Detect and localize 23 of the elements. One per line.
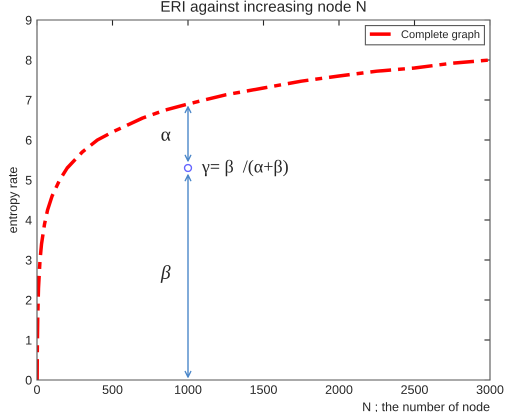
y-tick-label: 0 xyxy=(26,376,32,385)
annotation: β xyxy=(160,265,171,283)
x-tick-label: 3000 xyxy=(476,385,504,394)
y-tick-label: 6 xyxy=(26,136,32,145)
x-tick-label: 2000 xyxy=(326,385,352,394)
annotation: γ= β /(α+β) xyxy=(202,160,288,176)
x-tick-label: 0 xyxy=(34,385,40,394)
y-tick-label: 2 xyxy=(26,296,32,305)
y-tick-label: 1 xyxy=(26,336,32,345)
y-axis-title: entropy rate xyxy=(8,167,20,233)
y-tick-label: 7 xyxy=(26,96,32,105)
chart-title: ERI against increasing node N xyxy=(162,0,366,15)
x-tick-label: 1500 xyxy=(250,385,277,394)
y-tick-label: 3 xyxy=(26,256,32,265)
x-tick-label: 500 xyxy=(102,385,122,394)
y-tick-label: 8 xyxy=(26,56,32,65)
y-tick-label: 5 xyxy=(26,176,32,185)
y-tick-label: 4 xyxy=(25,216,32,225)
x-tick-label: 1000 xyxy=(175,385,202,394)
legend-label: Complete graph xyxy=(402,30,480,40)
annotation: α xyxy=(161,132,170,141)
x-tick-label: 2500 xyxy=(401,385,428,394)
y-tick-label: 9 xyxy=(26,16,32,25)
